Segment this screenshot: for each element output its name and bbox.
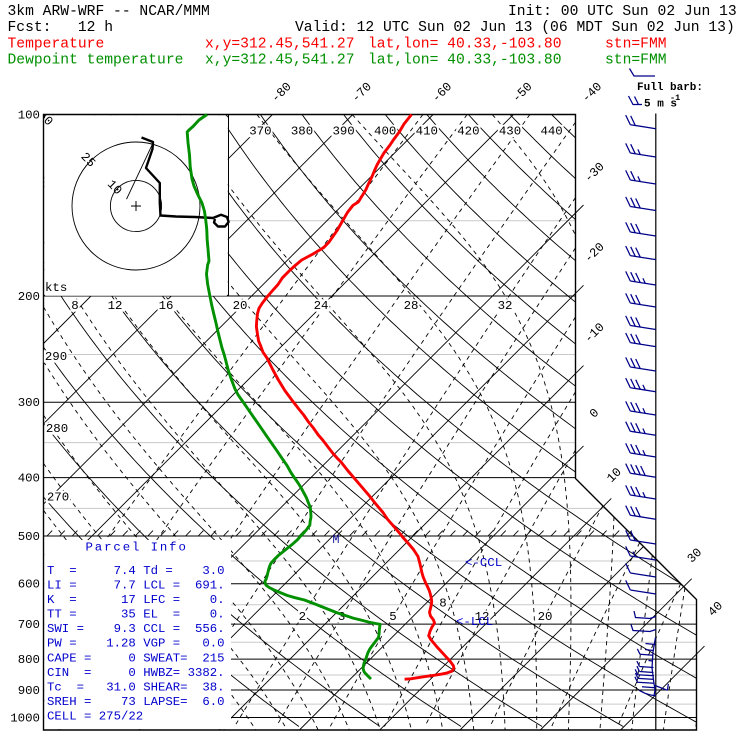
svg-text:kts: kts: [45, 281, 67, 295]
svg-text:1000: 1000: [10, 711, 40, 725]
svg-text:32: 32: [498, 299, 513, 313]
svg-text:6.0: 6.0: [202, 695, 224, 709]
svg-text:400: 400: [18, 471, 40, 485]
svg-text:lat,lon= 40.33,-103.80: lat,lon= 40.33,-103.80: [368, 53, 562, 69]
svg-text:35: 35: [121, 608, 136, 622]
svg-text:20: 20: [538, 610, 553, 624]
svg-text:800: 800: [18, 653, 40, 667]
svg-text:12: 12: [475, 610, 490, 624]
svg-text:430: 430: [499, 124, 521, 138]
svg-text:Td =: Td =: [143, 564, 173, 578]
svg-text:Valid: 12 UTC Sun 02 Jun 13 (0: Valid: 12 UTC Sun 02 Jun 13 (06 MDT Sun …: [295, 20, 735, 36]
svg-text:M: M: [333, 534, 340, 547]
svg-text:556.: 556.: [195, 622, 225, 636]
svg-text:Parcel Info: Parcel Info: [86, 541, 188, 555]
svg-text:x,y=312.45,541.27: x,y=312.45,541.27: [205, 37, 355, 53]
svg-text:SREH =: SREH =: [47, 695, 91, 709]
svg-text:SHEAR=: SHEAR=: [143, 680, 187, 694]
svg-text:600: 600: [18, 578, 40, 592]
svg-text:VGP =: VGP =: [143, 637, 180, 651]
svg-text:380: 380: [291, 124, 313, 138]
svg-text:0.0: 0.0: [202, 637, 224, 651]
svg-text:410: 410: [416, 124, 438, 138]
svg-text:8: 8: [71, 299, 78, 313]
svg-text:LI =: LI =: [47, 579, 77, 593]
svg-text:<-LCL: <-LCL: [456, 615, 493, 629]
svg-text:EL =: EL =: [143, 608, 180, 622]
svg-text:SWEAT=: SWEAT=: [143, 651, 187, 665]
svg-text:T =: T =: [47, 564, 77, 578]
svg-text:PW =: PW =: [47, 637, 77, 651]
svg-text:700: 700: [18, 618, 40, 632]
svg-text:900: 900: [18, 684, 40, 698]
svg-text:CCL =: CCL =: [143, 622, 180, 636]
svg-text:Fcst: 12 h: Fcst: 12 h: [8, 20, 114, 36]
svg-text:3382.: 3382.: [188, 666, 225, 680]
svg-text:TT =: TT =: [47, 608, 77, 622]
svg-text:200: 200: [18, 290, 40, 304]
svg-text:Tc =: Tc =: [47, 680, 84, 694]
svg-text:500: 500: [18, 530, 40, 544]
svg-text:400: 400: [374, 124, 396, 138]
svg-text:73: 73: [121, 695, 136, 709]
svg-text:691.: 691.: [195, 579, 225, 593]
svg-text:24: 24: [314, 299, 329, 313]
svg-text:270: 270: [47, 490, 69, 504]
svg-text:CIN =: CIN =: [47, 666, 91, 680]
svg-text:20: 20: [233, 299, 248, 313]
svg-text:LCL =: LCL =: [143, 579, 180, 593]
svg-text:2: 2: [299, 610, 306, 624]
svg-text:38.: 38.: [202, 680, 224, 694]
svg-text:5 m s: 5 m s: [644, 99, 677, 111]
svg-text:440: 440: [540, 124, 562, 138]
svg-text:lat,lon= 40.33,-103.80: lat,lon= 40.33,-103.80: [368, 37, 562, 53]
svg-text:K =: K =: [47, 593, 77, 607]
svg-text:12: 12: [108, 299, 123, 313]
svg-text:LFC =: LFC =: [143, 593, 180, 607]
svg-text:Full barb:: Full barb:: [637, 82, 703, 94]
svg-text:SWI =: SWI =: [47, 622, 84, 636]
svg-text:3km ARW-WRF -- NCAR/MMM: 3km ARW-WRF -- NCAR/MMM: [8, 4, 210, 20]
svg-text:215: 215: [202, 651, 224, 665]
svg-text:280: 280: [46, 422, 68, 436]
svg-text:x,y=312.45,541.27: x,y=312.45,541.27: [205, 53, 355, 69]
svg-text:290: 290: [45, 350, 67, 364]
svg-text:stn=FMM: stn=FMM: [605, 37, 667, 53]
svg-text:1.28: 1.28: [106, 637, 136, 651]
svg-text:17: 17: [121, 593, 136, 607]
svg-text:CAPE =: CAPE =: [47, 651, 91, 665]
svg-text:3.0: 3.0: [202, 564, 224, 578]
svg-text:0.: 0.: [210, 593, 225, 607]
svg-text:28: 28: [404, 299, 419, 313]
svg-text:9.3: 9.3: [114, 622, 136, 636]
svg-text:0: 0: [128, 666, 135, 680]
svg-text:31.0: 31.0: [106, 680, 136, 694]
svg-text:stn=FMM: stn=FMM: [605, 53, 667, 69]
svg-text:Init: 00 UTC Sun 02 Jun 13: Init: 00 UTC Sun 02 Jun 13: [508, 4, 737, 20]
svg-text:Dewpoint temperature: Dewpoint temperature: [8, 53, 184, 69]
svg-text:HWBZ=: HWBZ=: [143, 666, 180, 680]
svg-text:7.4: 7.4: [114, 564, 136, 578]
svg-text:300: 300: [18, 396, 40, 410]
svg-text:8: 8: [439, 596, 446, 610]
svg-text:390: 390: [332, 124, 354, 138]
svg-text:0: 0: [128, 651, 135, 665]
svg-text:0.: 0.: [210, 608, 225, 622]
svg-text:5: 5: [389, 610, 396, 624]
svg-text:100: 100: [18, 108, 40, 122]
svg-text:<-CCL: <-CCL: [465, 556, 502, 570]
svg-text:16: 16: [159, 299, 174, 313]
svg-text:CELL = 275/22: CELL = 275/22: [47, 710, 143, 724]
svg-text:3: 3: [338, 610, 345, 624]
svg-text:-1: -1: [670, 93, 680, 103]
svg-text:370: 370: [249, 124, 271, 138]
svg-text:LAPSE=: LAPSE=: [143, 695, 187, 709]
svg-text:7.7: 7.7: [114, 579, 136, 593]
svg-text:Temperature: Temperature: [8, 37, 105, 53]
svg-text:420: 420: [457, 124, 479, 138]
